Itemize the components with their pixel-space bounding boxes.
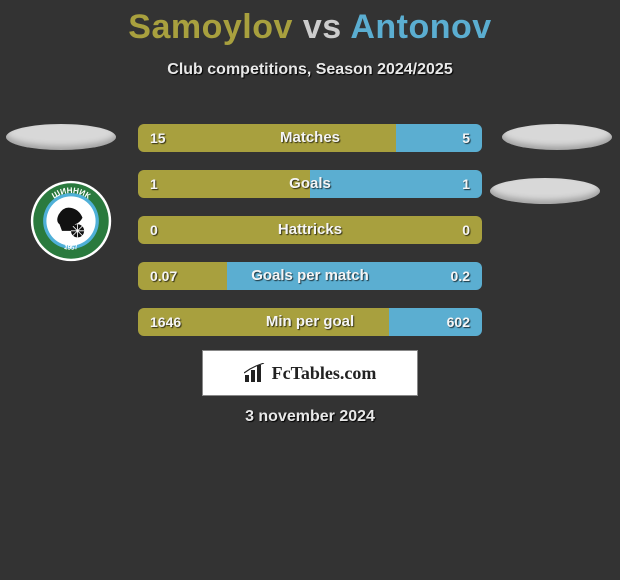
subtitle: Club competitions, Season 2024/2025 [0,61,620,79]
club-logo: ШИННИК 1957 [30,180,112,262]
player1-name: Samoylov [128,8,293,46]
bar-chart-icon [244,363,266,383]
date-line: 3 november 2024 [0,408,620,426]
vs-text: vs [303,8,342,46]
stat-label: Goals [138,170,482,198]
stat-label: Hattricks [138,216,482,244]
brand-box: FcTables.com [202,350,418,396]
brand-text: FcTables.com [272,363,377,384]
stat-label: Goals per match [138,262,482,290]
stat-row: 1Goals1 [138,170,482,198]
logo-placeholder-right-1 [502,124,612,150]
stat-value-right: 602 [447,308,470,336]
stat-bars: 15Matches5 1Goals1 0Hattricks0 0.07Goals pe… [138,124,482,354]
stat-row: 0.07Goals per match0.2 [138,262,482,290]
stat-value-right: 0 [462,216,470,244]
shinnik-badge-icon: ШИННИК 1957 [30,180,112,262]
comparison-title: Samoylov vs Antonov [0,0,620,47]
stat-value-right: 0.2 [451,262,470,290]
stat-row: 1646Min per goal602 [138,308,482,336]
svg-text:1957: 1957 [63,244,79,252]
logo-placeholder-left [6,124,116,150]
stat-label: Matches [138,124,482,152]
stat-label: Min per goal [138,308,482,336]
stat-row: 15Matches5 [138,124,482,152]
stat-row: 0Hattricks0 [138,216,482,244]
player2-name: Antonov [350,8,491,46]
logo-placeholder-right-2 [490,178,600,204]
stat-value-right: 1 [462,170,470,198]
stat-value-right: 5 [462,124,470,152]
